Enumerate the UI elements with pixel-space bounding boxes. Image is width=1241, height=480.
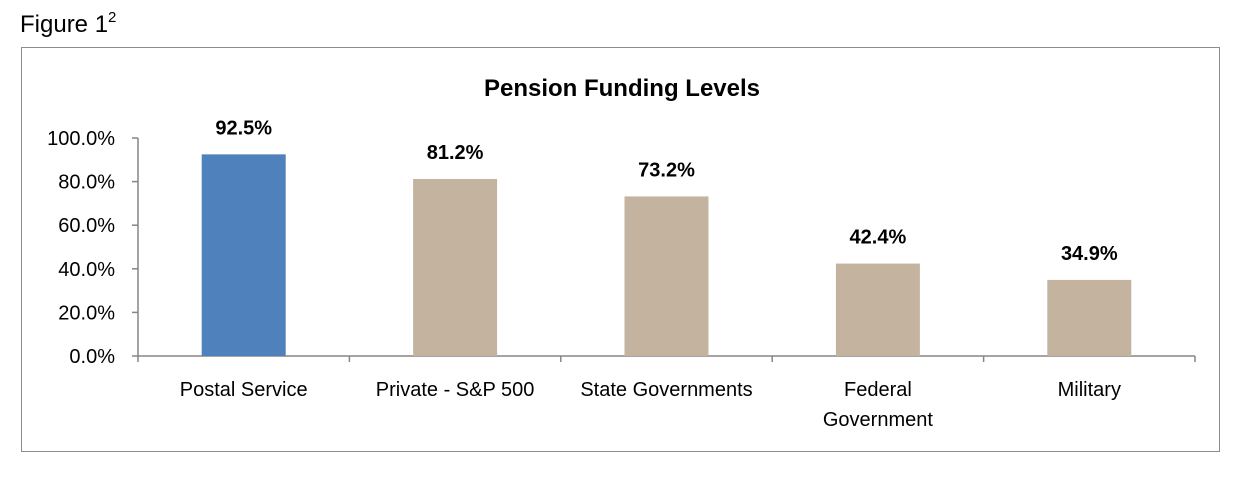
bar [1047, 279, 1132, 356]
bar [835, 263, 920, 356]
chart-frame: Pension Funding Levels 0.0% 20.0% 40.0% 60.… [21, 47, 1220, 452]
x-tick-label: State Governments [580, 379, 752, 401]
x-tick-label: Government [823, 409, 933, 431]
y-tick-label: 40.0% [58, 259, 115, 281]
figure-caption-text: Figure 1 [20, 11, 109, 38]
bar [624, 196, 709, 356]
y-tick-label: 0.0% [69, 346, 115, 368]
data-label: 42.4% [850, 227, 907, 249]
chart-title: Pension Funding Levels [484, 75, 760, 102]
figure-caption: Figure 12 [20, 10, 116, 40]
x-tick-label: Private - S&P 500 [376, 379, 535, 401]
y-tick-label: 20.0% [58, 302, 115, 324]
data-label: 92.5% [215, 117, 272, 139]
bar [201, 154, 286, 356]
bar [413, 178, 498, 356]
y-tick-label: 60.0% [58, 215, 115, 237]
bar-chart: Pension Funding Levels 0.0% 20.0% 40.0% 60.… [47, 75, 1196, 431]
y-tick-label: 100.0% [47, 128, 115, 150]
x-tick-label: Military [1058, 379, 1121, 401]
data-label: 34.9% [1061, 243, 1118, 265]
x-tick-label: Federal [844, 379, 912, 401]
figure-footnote-marker: 2 [108, 9, 117, 26]
data-label: 81.2% [427, 142, 484, 164]
y-tick-label: 80.0% [58, 172, 115, 194]
data-label: 73.2% [638, 159, 695, 181]
x-tick-label: Postal Service [180, 379, 308, 401]
